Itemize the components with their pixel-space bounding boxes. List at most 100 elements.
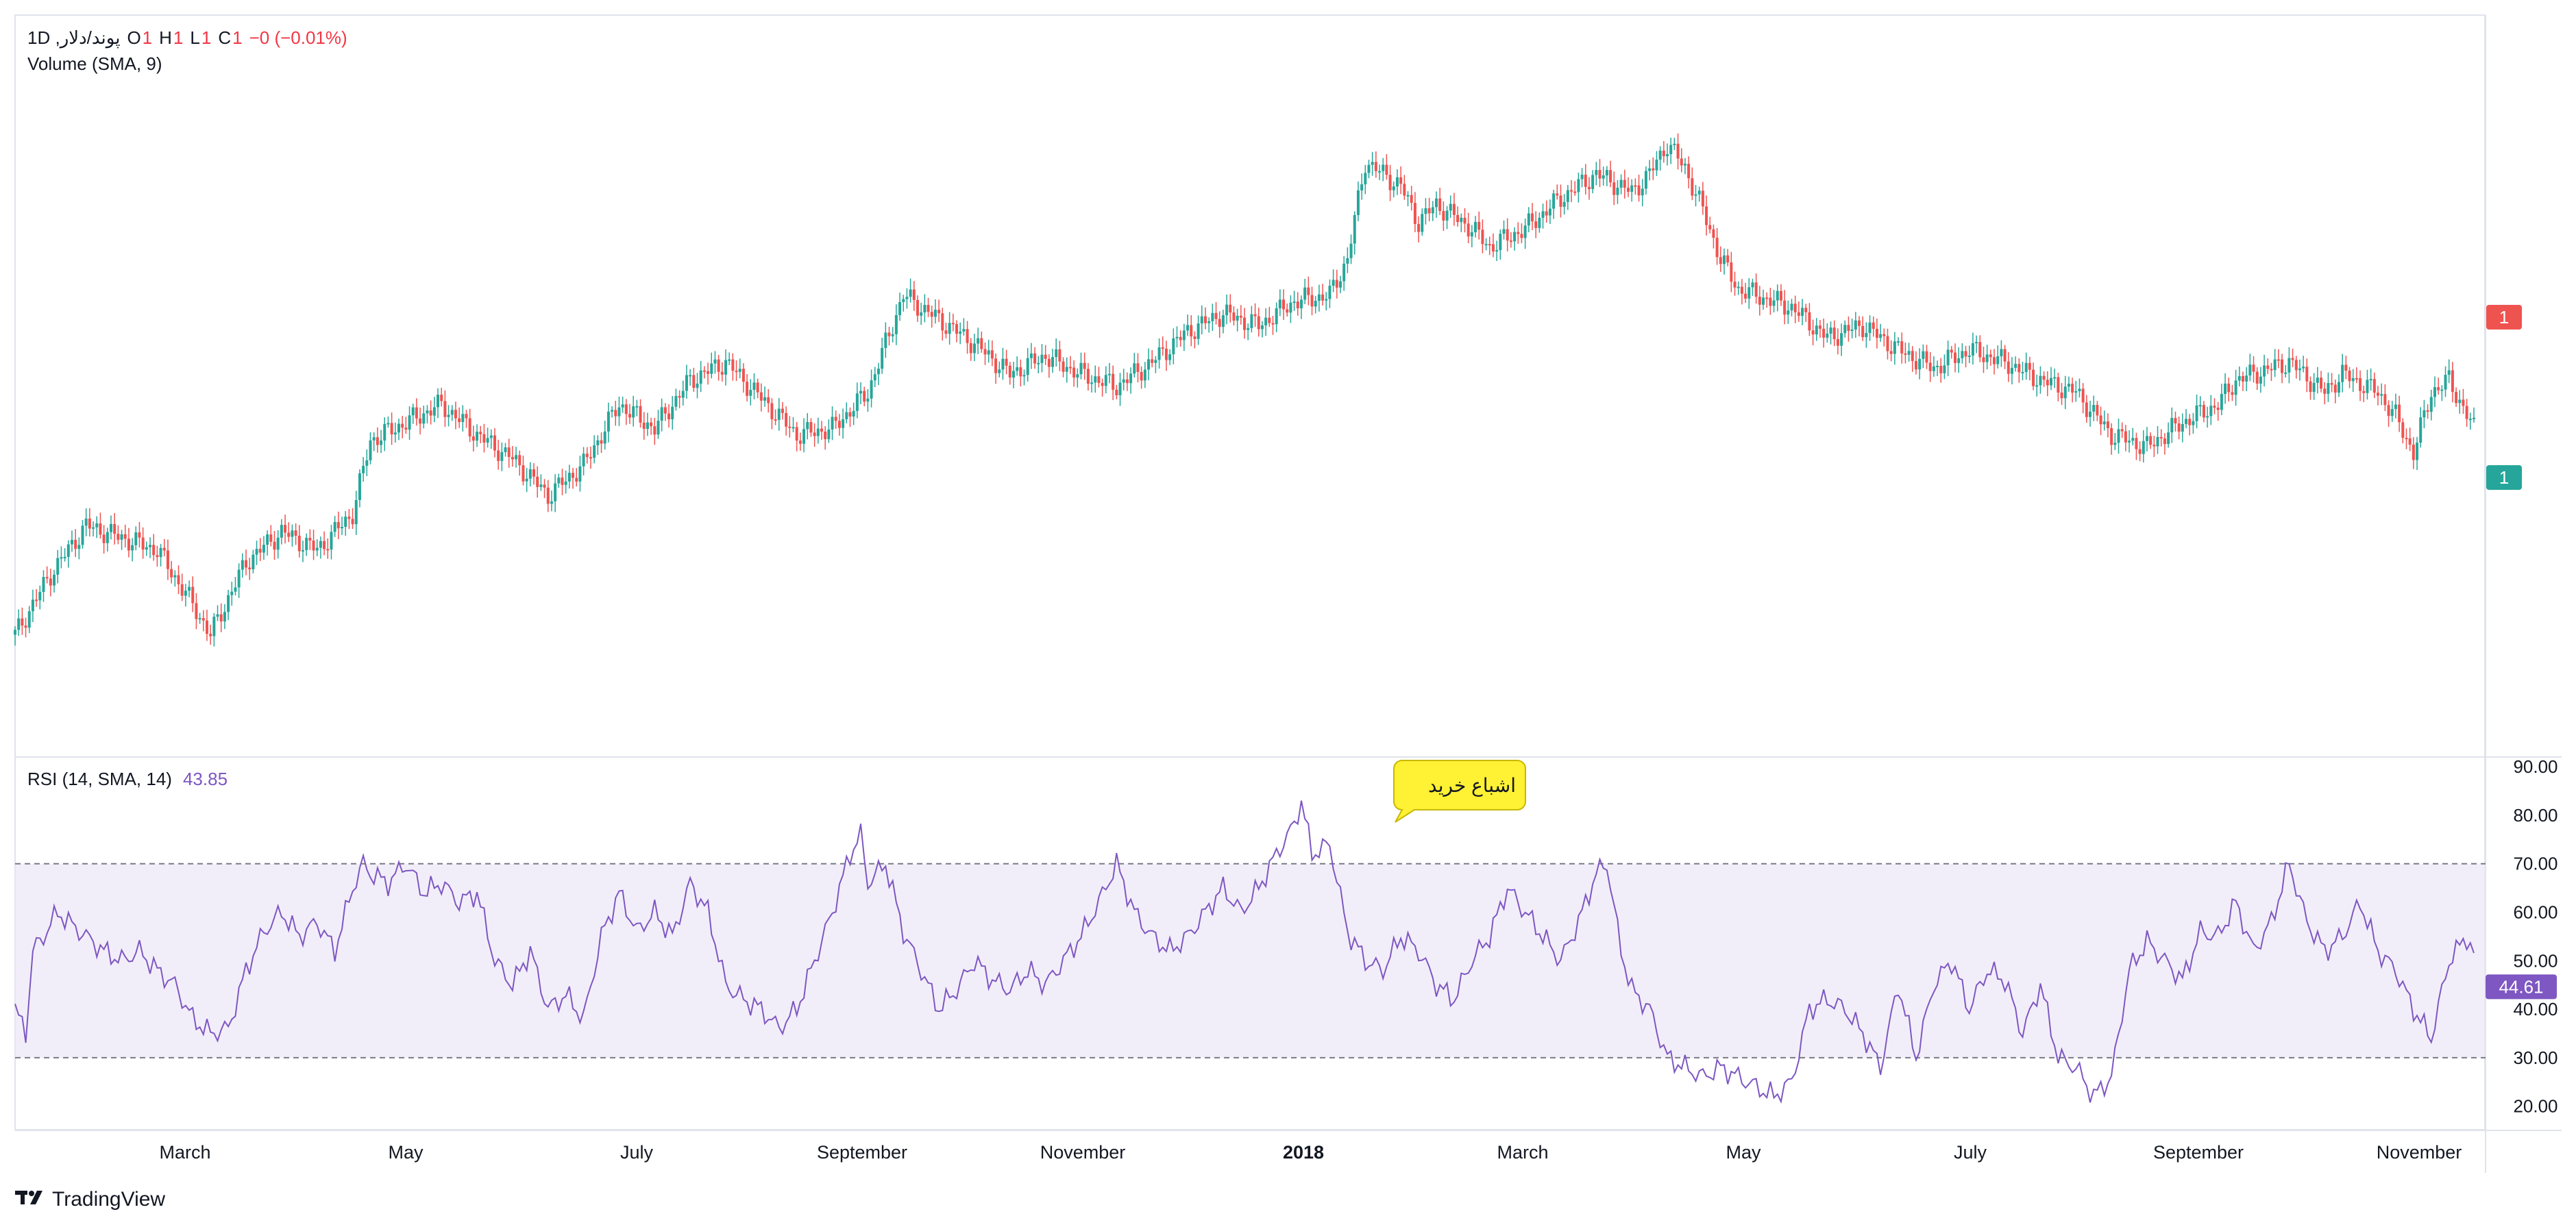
candle <box>1271 315 1275 335</box>
candle <box>113 512 116 545</box>
candle <box>554 474 557 512</box>
candle <box>2398 395 2401 432</box>
candle <box>1985 345 1989 369</box>
candle <box>1289 295 1292 323</box>
candle <box>1129 367 1133 394</box>
candle <box>759 383 763 412</box>
candle <box>852 402 855 425</box>
candle <box>497 439 500 470</box>
volume-indicator-label[interactable]: Volume (SMA, 9) <box>27 53 162 74</box>
rsi-tick-label: 40.00 <box>2513 999 2557 1019</box>
candle <box>387 416 390 428</box>
candle <box>92 521 95 536</box>
candle <box>728 352 731 365</box>
candle <box>2270 362 2273 382</box>
candle <box>1854 312 1857 338</box>
candle <box>1364 164 1367 195</box>
candle <box>1328 279 1332 308</box>
candle <box>2081 383 2085 414</box>
candle <box>667 404 671 428</box>
candle <box>2000 340 2003 367</box>
candle <box>2188 414 2192 436</box>
candle <box>1122 369 1125 391</box>
candle <box>2394 393 2397 419</box>
candle <box>660 398 663 432</box>
candle <box>102 525 106 554</box>
candle <box>1502 220 1506 240</box>
symbol-label[interactable]: پوند/دلار, 1D <box>27 27 121 48</box>
candle <box>372 432 376 451</box>
candle <box>123 524 127 548</box>
candle <box>2234 369 2237 406</box>
candle <box>2089 400 2092 427</box>
candle <box>2138 441 2142 462</box>
candle <box>1278 289 1281 317</box>
candle <box>525 467 528 493</box>
candle <box>2462 388 2465 414</box>
candle <box>152 534 156 561</box>
candle <box>518 450 522 476</box>
candle <box>1562 194 1566 215</box>
candle <box>891 327 894 343</box>
svg-text:1: 1 <box>2499 307 2509 327</box>
candle <box>2170 407 2174 443</box>
overbought-callout[interactable]: اشباع خرید <box>1393 760 1526 823</box>
candle <box>898 293 902 321</box>
candle <box>1804 303 1808 322</box>
candle <box>1548 199 1551 224</box>
candle <box>476 424 479 447</box>
candle <box>564 470 567 494</box>
candle <box>2085 395 2088 423</box>
rsi-legend[interactable]: RSI (14, SMA, 14) 43.85 <box>27 769 228 790</box>
candle <box>443 390 447 427</box>
candle <box>611 406 614 418</box>
candle <box>1470 225 1473 247</box>
candle <box>1754 273 1758 304</box>
candle <box>84 508 88 536</box>
candle <box>465 410 468 428</box>
candle <box>795 421 798 451</box>
candle <box>1577 172 1580 203</box>
candle <box>809 418 813 437</box>
candle <box>1566 184 1569 210</box>
candle <box>223 604 226 630</box>
candle <box>504 443 507 457</box>
candle <box>657 410 660 439</box>
candle <box>1406 191 1410 207</box>
candle <box>937 299 941 323</box>
candle <box>1769 288 1772 315</box>
candle <box>2433 376 2436 408</box>
candle <box>1385 153 1388 180</box>
rsi-indicator-label: RSI (14, SMA, 14) <box>27 769 172 789</box>
candle <box>1964 345 1967 368</box>
candle <box>724 349 727 386</box>
candle <box>642 412 646 440</box>
candle <box>788 416 792 438</box>
candle <box>994 353 998 384</box>
candle <box>927 297 930 317</box>
candle <box>341 517 344 536</box>
candle <box>1321 284 1325 306</box>
candle <box>1382 158 1385 182</box>
candle <box>1886 328 1889 360</box>
candle <box>1491 233 1495 258</box>
candle <box>336 511 340 540</box>
candle <box>365 449 369 477</box>
candle <box>2405 428 2408 449</box>
candle <box>741 363 745 393</box>
candle <box>326 538 330 559</box>
candle <box>1488 236 1491 256</box>
candle <box>1669 137 1673 164</box>
candle <box>1538 212 1541 233</box>
candle <box>408 406 411 441</box>
candle <box>156 545 159 567</box>
candle <box>777 398 781 431</box>
candle <box>998 361 1001 377</box>
tradingview-branding[interactable]: TradingView <box>15 1188 165 1211</box>
candle <box>855 382 859 419</box>
candle <box>415 398 418 426</box>
candle <box>1587 177 1591 200</box>
candle <box>1691 167 1694 201</box>
candle <box>1513 227 1517 251</box>
